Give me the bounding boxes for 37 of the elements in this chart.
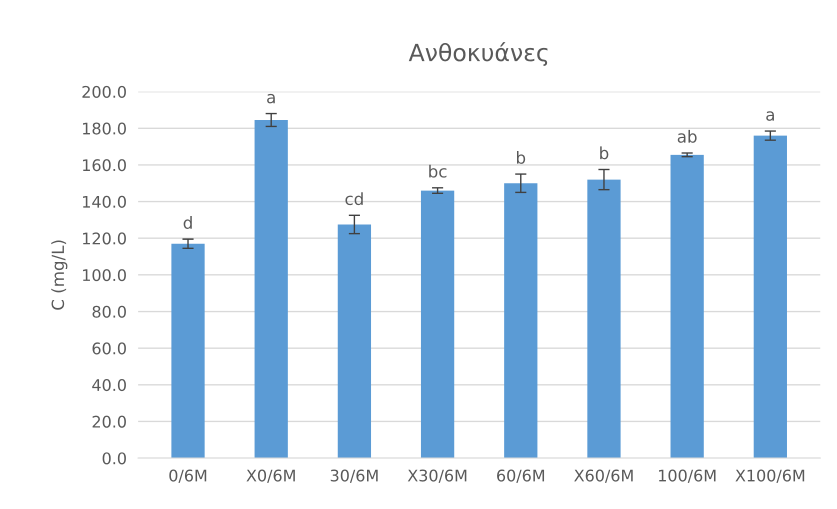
y-tick-label: 200.0 (82, 86, 126, 98)
x-tick-label: 0/6M (169, 469, 206, 483)
x-tick-label: 100/6M (659, 469, 716, 483)
x-tick-label: X60/6M (574, 469, 633, 483)
y-tick-label: 40.0 (92, 379, 126, 392)
y-tick-label: 80.0 (92, 306, 126, 318)
annotation: b (517, 151, 526, 164)
bar (171, 244, 205, 458)
y-tick-label: 180.0 (83, 122, 126, 135)
annotation: bc (429, 164, 446, 178)
annotation: d (184, 216, 192, 229)
x-tick-label: X100/6M (735, 469, 804, 483)
x-tick-label: 30/6M (330, 469, 378, 483)
bar (338, 224, 372, 458)
annotation: ab (678, 130, 697, 143)
y-tick-label: 140.0 (83, 196, 126, 208)
bar (670, 154, 704, 458)
chart-title: Ανθοκυάνες (408, 42, 548, 66)
y-tick-label: 20.0 (92, 416, 126, 428)
bar (587, 180, 621, 458)
annotation: a (267, 94, 275, 104)
y-tick-label: 0.0 (102, 452, 126, 464)
bar (254, 120, 288, 458)
annotation: b (600, 146, 608, 160)
bar (504, 183, 538, 458)
annotation: a (766, 111, 774, 121)
annotation: cd (345, 192, 363, 206)
y-tick-label: 120.0 (83, 232, 126, 245)
y-tick-label: 100.0 (83, 269, 126, 282)
bar (754, 136, 787, 458)
x-tick-label: X30/6M (408, 469, 466, 483)
y-tick-label: 60.0 (92, 342, 126, 354)
y-axis-title: C (mg/L) (51, 240, 68, 310)
y-tick-label: 160.0 (83, 159, 126, 172)
x-tick-label: X0/6M (246, 469, 295, 483)
x-tick-label: 60/6M (497, 469, 544, 483)
bar (420, 190, 454, 458)
